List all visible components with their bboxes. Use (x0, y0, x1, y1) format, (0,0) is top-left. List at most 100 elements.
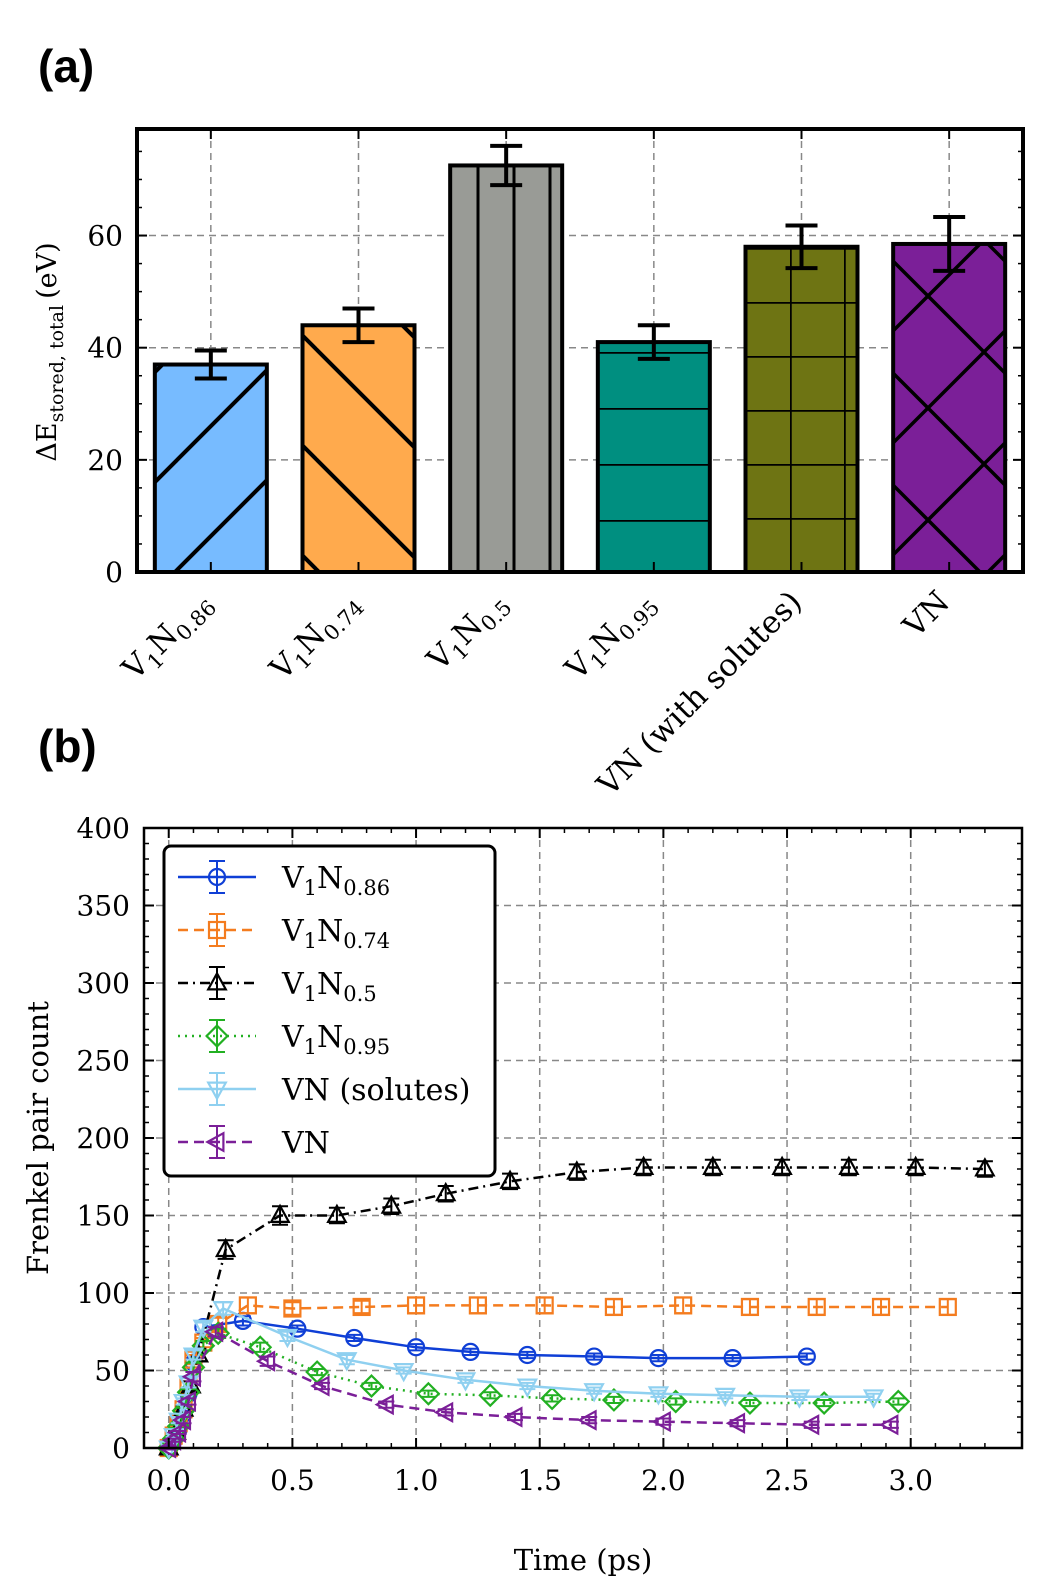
data-point (838, 1155, 860, 1175)
label-sub2: 0.86 (343, 876, 390, 900)
data-point (862, 1389, 885, 1409)
data-point (499, 1169, 521, 1189)
label-main: V (281, 914, 305, 949)
label-main: VN (with solutes) (590, 584, 810, 804)
data-point (904, 1155, 927, 1175)
panel-b-series (156, 1155, 996, 1460)
legend-marker (205, 1131, 225, 1153)
category-label: V1N0.5 (420, 584, 517, 681)
data-point (203, 1321, 224, 1343)
data-point (269, 1203, 291, 1224)
panel-a-ylabel: ΔEstored, total (eV) (32, 242, 68, 461)
data-point (632, 1155, 655, 1175)
legend-label: VN (281, 1126, 330, 1161)
xtick-label: 3.0 (888, 1464, 933, 1497)
data-point (886, 1389, 911, 1414)
bar-hatch (450, 165, 563, 572)
label-mid: N (317, 914, 343, 949)
category-label: V1N0.95 (558, 584, 665, 691)
ytick-label: 40 (87, 332, 123, 365)
data-point (192, 1319, 215, 1339)
bar-hatch (893, 243, 1006, 573)
label-mid: N (317, 1020, 343, 1055)
data-point (478, 1383, 503, 1408)
data-point (879, 1414, 899, 1436)
panel-b-xlabel: Time (ps) (514, 1543, 653, 1577)
ylabel-sub: stored, total (46, 305, 68, 423)
data-point (797, 1347, 816, 1366)
data-point (723, 1348, 742, 1368)
data-point (601, 1387, 626, 1412)
data-point (807, 1297, 826, 1317)
legend-marker (207, 867, 227, 887)
panel-a-frame (135, 127, 1025, 574)
xtick-label: 0.0 (146, 1464, 191, 1497)
data-point (435, 1181, 457, 1202)
data-point (212, 1300, 234, 1321)
series-0 (159, 1311, 816, 1458)
label-main: VN (281, 1126, 330, 1161)
data-point (663, 1389, 688, 1414)
data-point (583, 1383, 605, 1403)
label-sub1: 1 (304, 982, 317, 1006)
label-sub1: 1 (304, 876, 317, 900)
category-label: V1N0.86 (115, 584, 222, 691)
data-point (326, 1203, 348, 1224)
data-point (182, 1347, 205, 1367)
category-label: VN (with solutes) (590, 584, 810, 804)
ytick-label: 0 (112, 1432, 130, 1465)
label-main: V (281, 861, 305, 896)
panel-a-bars (152, 143, 1008, 575)
data-point (585, 1347, 604, 1366)
legend-label: V1N0.95 (281, 1020, 390, 1059)
series-line (167, 1304, 948, 1449)
data-point (176, 1390, 197, 1413)
data-point (288, 1319, 307, 1338)
panel-b-ticks: 0 50 100 150 200 250 300 350 400 0.0 0.5 1.0 1.5 2.0 2… (77, 812, 1022, 1497)
legend-box (162, 844, 497, 1178)
ylabel-units: (eV) (32, 242, 63, 299)
xtick-label: 1.5 (517, 1464, 562, 1497)
legend-marker (206, 1081, 228, 1101)
ytick-label: 350 (77, 890, 130, 923)
bar-hatch (745, 246, 858, 572)
data-point (468, 1296, 487, 1315)
label-sub2: 0.5 (343, 982, 376, 1006)
data-point (540, 1386, 565, 1411)
data-point (714, 1387, 736, 1408)
panel-a-grid (137, 129, 1023, 572)
data-point (674, 1296, 693, 1315)
label-mid: N (317, 967, 343, 1002)
data-point (871, 1297, 891, 1317)
data-point (516, 1378, 539, 1398)
category-label: V1N0.74 (262, 584, 369, 691)
series-5 (156, 1321, 899, 1459)
ytick-label: 300 (77, 967, 130, 1000)
data-point (454, 1372, 477, 1392)
legend-label: V1N0.5 (281, 967, 377, 1006)
data-point (974, 1157, 996, 1177)
data-point (577, 1409, 597, 1431)
ytick-label: 0 (105, 556, 123, 589)
data-point (345, 1328, 364, 1348)
data-point (799, 1414, 820, 1436)
ytick-label: 200 (77, 1122, 130, 1155)
data-point (812, 1391, 837, 1416)
label-sub2: 0.95 (343, 1035, 390, 1059)
data-point (740, 1297, 760, 1317)
data-point (380, 1194, 402, 1214)
data-point (771, 1155, 793, 1175)
data-point (433, 1401, 454, 1424)
data-point (393, 1362, 415, 1383)
label-sub2: 0.74 (343, 929, 390, 953)
data-point (214, 1237, 237, 1258)
bar-hatch (302, 325, 415, 572)
data-point (461, 1342, 480, 1362)
data-point (406, 1296, 426, 1315)
data-point (310, 1375, 330, 1397)
panel-a-ticks: 0 20 40 60 (87, 129, 1023, 589)
xtick-label: 1.0 (394, 1464, 439, 1497)
